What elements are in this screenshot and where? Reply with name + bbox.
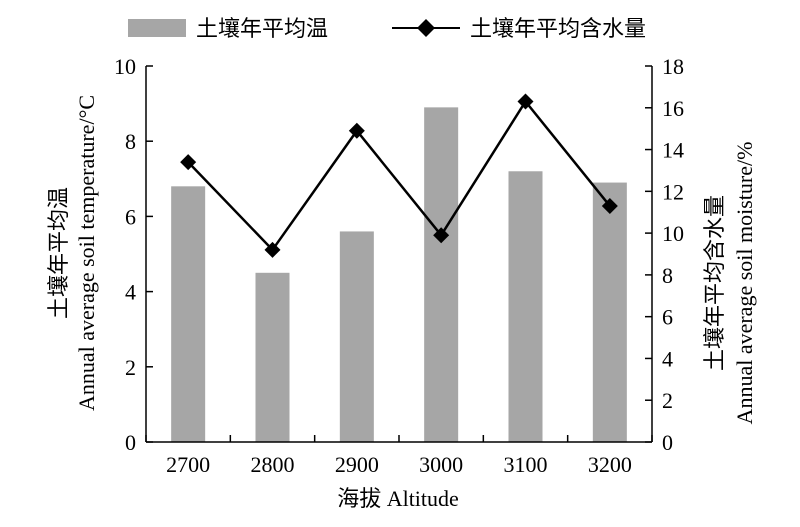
- left-tick-label: 4: [125, 280, 136, 305]
- bar-3100: [508, 171, 543, 442]
- right-tick-label: 10: [662, 221, 684, 246]
- x-tick-label: 2700: [166, 452, 210, 477]
- x-tick-label: 2900: [335, 452, 379, 477]
- left-tick-label: 2: [125, 355, 136, 380]
- left-axis-title: 土壤年平均温 Annual average soil temperature/°…: [46, 95, 99, 411]
- x-tick-label: 3000: [419, 452, 463, 477]
- moisture-point-3000: [433, 227, 450, 244]
- axes-layer: [145, 66, 653, 443]
- right-tick-label: 8: [662, 263, 673, 288]
- bar-2800: [255, 272, 290, 442]
- moisture-line: [187, 99, 611, 252]
- legend-label-temperature: 土壤年平均温: [196, 16, 328, 41]
- right-tick-label: 2: [662, 388, 673, 413]
- moisture-point-2700: [180, 154, 197, 171]
- left-tick-label: 10: [114, 54, 136, 79]
- right-tick-label: 6: [662, 305, 673, 330]
- left-tick-label: 8: [125, 129, 136, 154]
- bar-3000: [424, 107, 459, 443]
- right-tick-label: 14: [662, 138, 684, 163]
- legend-label-moisture: 土壤年平均含水量: [470, 16, 646, 41]
- moisture-point-3100: [517, 93, 534, 110]
- right-tick-label: 16: [662, 96, 684, 121]
- right-tick-label: 12: [662, 179, 684, 204]
- left-axis-title-cn: 土壤年平均温: [46, 187, 71, 319]
- bar-3200: [592, 182, 627, 442]
- x-axis-title: 海拔 Altitude: [337, 486, 459, 511]
- moisture-point-3200: [601, 197, 618, 214]
- right-axis-title-cn: 土壤年平均含水量: [702, 195, 727, 371]
- bar-2700: [171, 186, 206, 442]
- bars-layer: [171, 107, 627, 443]
- x-tick-label: 3200: [588, 452, 632, 477]
- right-tick-label: 18: [662, 54, 684, 79]
- x-tick-label: 2800: [251, 452, 295, 477]
- moisture-point-2900: [348, 122, 365, 139]
- left-tick-label: 6: [125, 204, 136, 229]
- bar-2900: [339, 231, 374, 442]
- line-layer: [180, 93, 618, 258]
- ticks-layer: 0 2 4 6 8 10 0 2 4 6 8 10 12 14 16 18 2700 2800 2900 3000 31…: [114, 54, 684, 477]
- x-tick-label: 3100: [504, 452, 548, 477]
- right-tick-label: 4: [662, 346, 673, 371]
- legend-swatch-bar: [128, 19, 186, 37]
- left-tick-label: 0: [125, 430, 136, 455]
- right-axis-title-en: Annual average soil moisture/%: [732, 142, 757, 425]
- right-axis-title: 土壤年平均含水量 Annual average soil moisture/%: [702, 142, 757, 425]
- moisture-point-2800: [264, 241, 281, 258]
- left-axis-title-en: Annual average soil temperature/°C: [74, 95, 99, 411]
- right-tick-label: 0: [662, 430, 673, 455]
- legend: 土壤年平均温 土壤年平均含水量: [128, 16, 646, 41]
- legend-swatch-diamond-icon: [417, 19, 435, 37]
